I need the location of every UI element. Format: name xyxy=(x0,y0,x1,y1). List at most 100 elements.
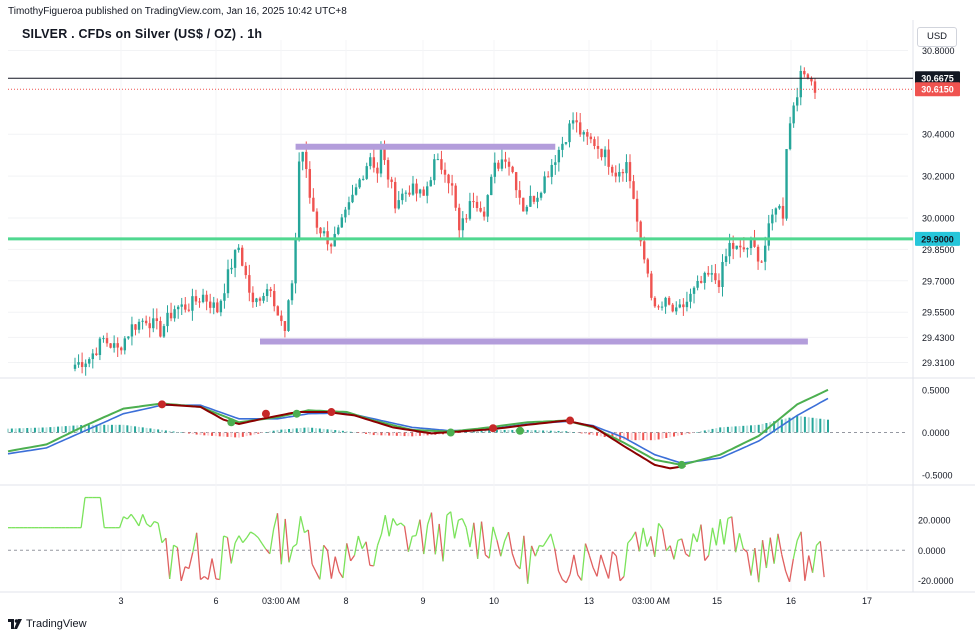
macd-histogram-bar xyxy=(761,423,764,433)
macd-histogram-bar xyxy=(22,428,25,433)
candle-body xyxy=(699,280,703,283)
candle-body xyxy=(774,208,778,215)
candle-body xyxy=(586,132,589,137)
candle-body xyxy=(603,149,607,158)
candle-body xyxy=(386,160,390,180)
oscillator-segment xyxy=(276,513,282,565)
oscillator-segment xyxy=(146,523,151,528)
candle-body xyxy=(376,167,379,174)
candle-body xyxy=(162,326,166,337)
macd-histogram-bar xyxy=(719,427,722,433)
oscillator-segment xyxy=(288,546,294,563)
time-tick-label: 3 xyxy=(118,596,123,606)
macd-histogram-bar xyxy=(160,429,163,433)
candle-body xyxy=(593,139,596,146)
candle-body xyxy=(241,247,244,266)
oscillator-segment xyxy=(304,529,309,534)
oscillator-segment xyxy=(119,516,125,528)
oscillator-segment xyxy=(488,526,494,559)
oscillator-segment xyxy=(299,516,306,533)
candle-body xyxy=(454,185,457,208)
tradingview-logo[interactable]: TradingView xyxy=(8,618,87,630)
macd-histogram-bar xyxy=(180,432,183,433)
symbol-title[interactable]: SILVER . CFDs on Silver (US$ / OZ) . 1h xyxy=(22,27,263,41)
oscillator-segment xyxy=(265,548,271,555)
oscillator-segment xyxy=(658,522,663,530)
oscillator-segment xyxy=(704,555,710,562)
macd-histogram-bar xyxy=(584,432,587,434)
oscillator-segment xyxy=(731,516,737,553)
candle-body xyxy=(201,294,205,302)
oscillator-segment xyxy=(450,511,456,539)
macd-histogram-bar xyxy=(253,432,256,435)
oscillator-segment xyxy=(373,545,379,567)
macd-histogram-bar xyxy=(503,429,506,433)
macd-histogram-bar xyxy=(314,428,317,433)
macd-histogram-bar xyxy=(299,428,302,433)
candle-body xyxy=(721,261,724,288)
oscillator-segment xyxy=(142,514,148,525)
macd-histogram-bar xyxy=(45,427,48,433)
candle-body xyxy=(397,200,400,209)
oscillator-segment xyxy=(777,533,783,555)
oscillator-segment xyxy=(469,522,475,548)
oscillator-segment xyxy=(211,558,217,580)
macd-histogram-bar xyxy=(30,427,33,433)
oscillator-segment xyxy=(758,540,764,583)
candle-body xyxy=(632,181,635,199)
candle-body xyxy=(152,318,155,329)
candle-body xyxy=(223,293,226,301)
oscillator-segment xyxy=(273,513,279,530)
oscillator-segment xyxy=(223,535,228,539)
price-label-badge xyxy=(915,71,960,86)
macd-histogram-bar xyxy=(99,424,102,433)
candle-body xyxy=(411,183,415,195)
candle-body xyxy=(482,211,486,217)
oscillator-segment xyxy=(292,543,298,548)
candle-body xyxy=(73,364,77,369)
candle-body xyxy=(226,269,230,294)
oscillator-segment xyxy=(384,515,390,537)
macd-histogram-bar xyxy=(407,432,410,437)
macd-histogram-bar xyxy=(137,426,140,433)
price-label-text: 29.9000 xyxy=(921,234,954,244)
oscillator-segment xyxy=(742,548,748,553)
oscillator-segment xyxy=(688,533,694,557)
candle-body xyxy=(251,292,255,303)
macd-histogram-bar xyxy=(699,431,702,433)
candle-body xyxy=(390,179,393,182)
macd-histogram-bar xyxy=(149,428,152,433)
macd-histogram-bar xyxy=(118,424,121,433)
oscillator-segment xyxy=(315,571,321,580)
oscillator-segment xyxy=(246,531,252,539)
candle-body xyxy=(180,304,183,307)
macd-histogram-bar xyxy=(773,421,776,433)
candle-body xyxy=(550,164,553,177)
oscillator-segment xyxy=(808,555,814,573)
oscillator-segment xyxy=(253,533,259,539)
candle-body xyxy=(120,347,123,351)
macd-histogram-bar xyxy=(819,418,822,433)
candle-body xyxy=(433,159,436,181)
macd-histogram-bar xyxy=(726,426,729,433)
macd-histogram-bar xyxy=(742,425,745,433)
oscillator-pane xyxy=(8,496,908,584)
oscillator-segment xyxy=(638,527,644,552)
oscillator-segment xyxy=(723,518,729,545)
currency-button[interactable]: USD xyxy=(917,27,957,47)
candle-body xyxy=(635,198,639,222)
macd-histogram-bar xyxy=(107,424,110,433)
candle-body xyxy=(418,189,422,194)
oscillator-segment xyxy=(180,566,186,582)
oscillator-segment xyxy=(203,576,209,581)
oscillator-segment xyxy=(161,537,167,544)
time-tick-label: 6 xyxy=(213,596,218,606)
oscillator-segment xyxy=(311,563,317,573)
candle-body xyxy=(607,149,610,167)
oscillator-segment xyxy=(785,570,791,583)
macd-histogram-bar xyxy=(237,432,240,438)
candle-body xyxy=(283,321,287,331)
candle-body xyxy=(426,186,429,196)
candle-body xyxy=(144,320,148,324)
